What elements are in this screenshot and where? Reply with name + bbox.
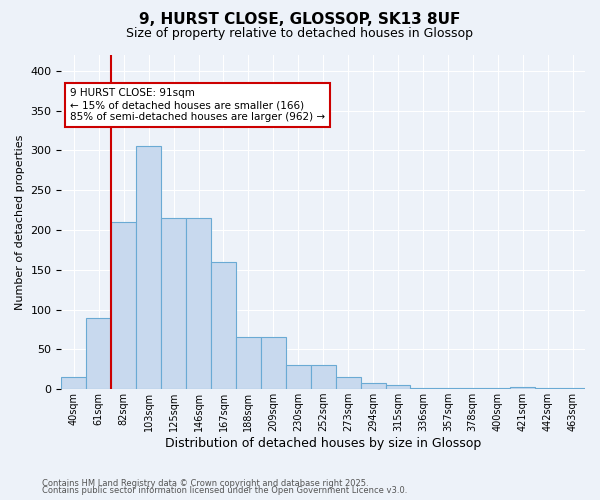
Bar [261, 338, 286, 389]
Y-axis label: Number of detached properties: Number of detached properties [15, 134, 25, 310]
Bar [560, 388, 585, 389]
Bar [361, 383, 386, 389]
Bar [211, 262, 236, 389]
Bar [61, 377, 86, 389]
Bar [136, 146, 161, 389]
Bar [386, 385, 410, 389]
Bar [186, 218, 211, 389]
Bar [311, 366, 335, 389]
Bar [535, 388, 560, 389]
Text: Contains HM Land Registry data © Crown copyright and database right 2025.: Contains HM Land Registry data © Crown c… [42, 478, 368, 488]
Text: Size of property relative to detached houses in Glossop: Size of property relative to detached ho… [127, 28, 473, 40]
Bar [161, 218, 186, 389]
Bar [460, 388, 485, 389]
Text: 9, HURST CLOSE, GLOSSOP, SK13 8UF: 9, HURST CLOSE, GLOSSOP, SK13 8UF [139, 12, 461, 28]
Bar [286, 366, 311, 389]
Text: Contains public sector information licensed under the Open Government Licence v3: Contains public sector information licen… [42, 486, 407, 495]
Text: 9 HURST CLOSE: 91sqm
← 15% of detached houses are smaller (166)
85% of semi-deta: 9 HURST CLOSE: 91sqm ← 15% of detached h… [70, 88, 325, 122]
X-axis label: Distribution of detached houses by size in Glossop: Distribution of detached houses by size … [165, 437, 481, 450]
Bar [335, 377, 361, 389]
Bar [410, 388, 436, 389]
Bar [111, 222, 136, 389]
Bar [436, 388, 460, 389]
Bar [485, 388, 510, 389]
Bar [510, 387, 535, 389]
Bar [236, 338, 261, 389]
Bar [86, 318, 111, 389]
